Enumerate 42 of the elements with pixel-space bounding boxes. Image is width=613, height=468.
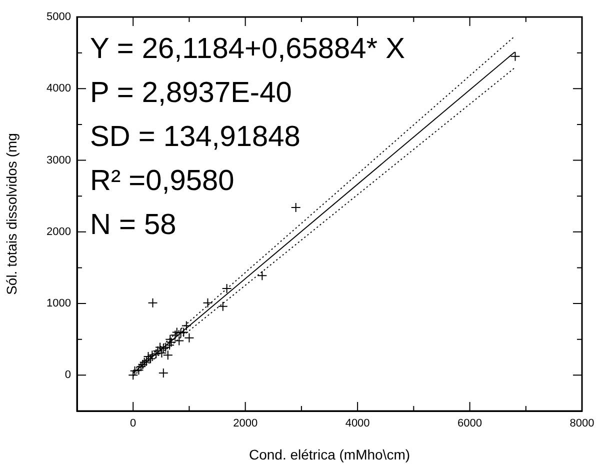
x-tick-label: 8000 [570, 418, 594, 430]
point [172, 327, 182, 338]
point [151, 348, 162, 359]
point [136, 362, 146, 372]
point [148, 298, 158, 308]
y-tick-label: 3000 [46, 154, 71, 166]
annotation: SD = 134,91848 [90, 121, 300, 153]
point [147, 350, 158, 360]
point [202, 298, 213, 308]
point [290, 202, 301, 213]
point [165, 334, 176, 344]
x-tick-label: 6000 [458, 418, 482, 430]
point [164, 340, 175, 350]
annotation: Y = 26,1184+0,65884* X [90, 33, 405, 65]
y-tick-label: 5000 [46, 11, 71, 24]
point [142, 356, 152, 366]
point [181, 320, 192, 331]
point [152, 346, 163, 356]
y-tick-label: 4000 [46, 82, 71, 95]
annotation: P = 2,8937E-40 [90, 77, 292, 109]
y-axis-title: Sól. totais dissolvidos (mg [3, 133, 20, 295]
x-tick-label: 0 [130, 418, 136, 430]
point [134, 365, 144, 376]
annotation: N = 58 [90, 209, 176, 241]
point [143, 352, 154, 362]
point [222, 284, 232, 294]
x-tick-label: 2000 [233, 418, 258, 430]
point [158, 368, 168, 378]
point [166, 337, 176, 348]
point [257, 270, 268, 281]
y-tick-label: 1000 [46, 298, 71, 310]
point [218, 301, 228, 312]
point [155, 342, 166, 352]
point [510, 51, 520, 62]
x-axis-title: Cond. elétrica (mMho\cm) [248, 446, 410, 462]
y-tick-label: 2000 [46, 226, 71, 238]
point [128, 370, 138, 380]
point [146, 354, 156, 364]
annotation: R² =0,9580 [90, 165, 234, 197]
y-tick-label: 0 [64, 369, 71, 382]
x-tick-label: 4000 [345, 418, 370, 430]
point [176, 328, 186, 338]
